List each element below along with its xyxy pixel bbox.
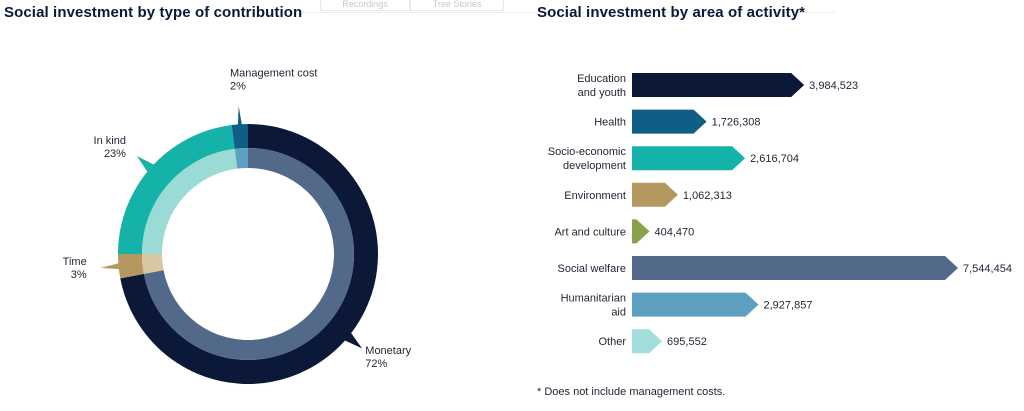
bar-chart-title: Social investment by area of activity* [537,4,806,21]
bar-value-label-socio-economic-development: 2,616,704 [750,153,799,165]
bar-category-label-line: aid [611,307,626,319]
header-divider [300,12,836,13]
bar-category-label-humanitarian-aid: Humanitarian aid [561,293,626,319]
bar-other [632,329,663,354]
footnote: * Does not include management costs. [537,386,726,398]
donut-label-time: Time 3% [63,256,87,281]
bar-value-label-education-and-youth: 3,984,523 [809,80,858,92]
bar-category-label-line: Art and culture [554,226,626,238]
bar-value-label-social-welfare: 7,544,454 [963,263,1012,275]
bar-environment [632,182,678,207]
bar-category-label-health: Health [594,117,626,129]
donut-inner-slice-time [142,254,164,274]
bar-socio-economic-development [632,146,746,171]
bar-category-label-art-and-culture: Art and culture [554,226,626,238]
bar-category-label-line: Other [598,336,626,348]
bar-social-welfare [632,256,958,280]
bar-category-label-line: Education [577,73,626,85]
bar-value-label-art-and-culture: 404,470 [654,226,694,238]
donut-label-line: 3% [71,269,87,281]
donut-pointer-management-cost [237,106,245,143]
bar-category-label-line: Health [594,117,626,129]
donut-slice-in-kind [118,125,235,254]
bar-category-label-socio-economic-development: Socio-economic development [548,146,627,172]
bar-value-label-humanitarian-aid: 2,927,857 [764,300,813,312]
donut-inner-slice-in-kind [142,148,238,254]
ghost-tab-1: Recordings [320,0,410,11]
donut-pointer-monetary [327,317,363,349]
bar-education-and-youth [632,73,805,97]
bar-category-label-education-and-youth: Education and youth [577,73,626,99]
bar-category-label-line: Environment [564,190,626,202]
donut-label-in-kind: In kind 23% [94,135,127,160]
donut-label-line: 2% [230,80,246,92]
bar-value-label-environment: 1,062,313 [683,190,732,202]
bar-category-label-environment: Environment [564,190,626,202]
donut-chart-title: Social investment by type of contributio… [4,4,303,21]
ghost-tab-2: Tree Stories [410,0,504,11]
bar-category-label-line: Social welfare [558,263,626,275]
bar-humanitarian-aid [632,292,759,317]
donut-label-monetary: Monetary 72% [365,345,411,370]
donut-label-line: Management cost [230,67,317,79]
donut-pointer-time [100,258,138,271]
bar-category-label-line: development [563,160,626,172]
donut-label-management-cost: Management cost 2% [230,67,317,92]
donut-label-line: 72% [365,358,387,370]
donut-label-line: Monetary [365,345,411,357]
bar-value-label-other: 695,552 [667,336,707,348]
bar-value-label-health: 1,726,308 [712,117,761,129]
donut-label-line: 23% [104,148,126,160]
donut-label-line: Time [63,256,87,268]
donut-chart: Monetary 72% Time 3% In kind 23% Management co… [63,67,412,385]
bar-category-label-other: Other [598,336,626,348]
bar-category-label-line: and youth [578,87,626,99]
bar-category-label-line: Humanitarian [561,293,626,305]
donut-inner-slice-management-cost [234,148,248,169]
bar-health [632,109,707,134]
donut-label-line: In kind [94,135,126,147]
bar-art-and-culture [632,219,650,244]
bar-category-label-social-welfare: Social welfare [558,263,626,275]
donut-pointer-in-kind [136,156,171,188]
bar-category-label-line: Socio-economic [548,146,627,158]
